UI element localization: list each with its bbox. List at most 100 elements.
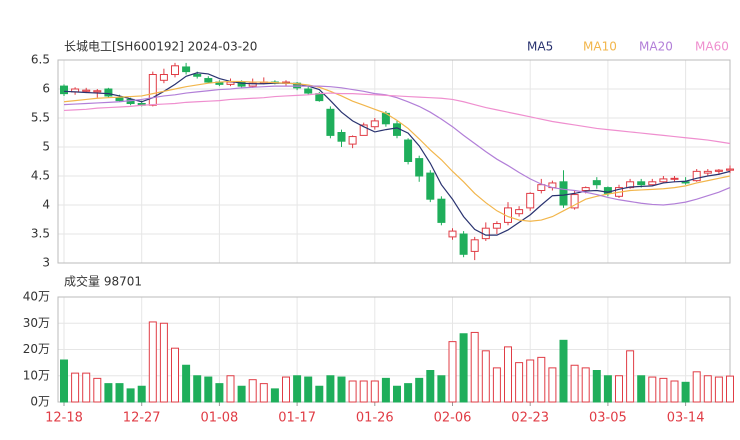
candle-body xyxy=(681,181,690,184)
candle-body xyxy=(448,230,457,238)
candle-body xyxy=(570,194,579,209)
y-tick-label: 6 xyxy=(42,82,50,96)
volume-bar xyxy=(359,380,368,403)
candle-body xyxy=(492,223,501,229)
candle-body xyxy=(581,187,590,192)
volume-bar xyxy=(603,375,612,403)
y-tick-label: 30万 xyxy=(23,316,50,330)
volume-bar xyxy=(326,375,335,403)
candle-body xyxy=(526,192,535,209)
volume-bar xyxy=(182,364,191,403)
candle-body xyxy=(592,180,601,186)
volume-bar xyxy=(237,385,246,403)
volume-bar xyxy=(82,372,91,403)
volume-bar xyxy=(337,376,346,403)
candle-body xyxy=(559,181,568,206)
x-tick-label: 01-26 xyxy=(356,411,394,426)
volume-bar xyxy=(171,347,179,403)
y-tick-label: 5 xyxy=(42,140,50,154)
x-tick-label: 02-06 xyxy=(434,411,472,426)
volume-bar xyxy=(537,356,546,403)
candle-body xyxy=(470,239,479,252)
x-tick-label: 03-14 xyxy=(667,411,705,426)
volume-bar xyxy=(515,362,524,403)
volume-bar xyxy=(148,321,157,403)
y-tick-label: 20万 xyxy=(23,342,50,356)
y-tick-label: 5.5 xyxy=(31,111,50,125)
candle-body xyxy=(659,178,668,183)
candle-body xyxy=(115,97,124,102)
y-tick-label: 40万 xyxy=(23,290,50,304)
volume-bar xyxy=(282,376,290,403)
volume-bar xyxy=(659,377,668,403)
candle-body xyxy=(82,89,91,92)
ma-line xyxy=(63,92,731,145)
volume-bar xyxy=(437,375,446,403)
volume-bar xyxy=(470,331,479,403)
candle-body xyxy=(648,181,657,186)
candle-body xyxy=(337,132,346,142)
volume-bar xyxy=(714,376,723,403)
candle-body xyxy=(60,85,68,95)
volume-bar xyxy=(126,388,135,403)
candle-body xyxy=(193,74,202,77)
volume-bar xyxy=(415,377,424,403)
volume-bar xyxy=(293,375,302,403)
volume-bar xyxy=(393,385,401,403)
volume-bar xyxy=(548,367,557,403)
candle-body xyxy=(359,124,368,136)
x-tick-label: 01-08 xyxy=(201,411,239,426)
legend-label: MA20 xyxy=(639,40,673,54)
volume-bar xyxy=(159,322,168,403)
x-tick-label: 12-18 xyxy=(45,411,83,426)
volume-bar xyxy=(93,377,102,403)
y-tick-label: 3 xyxy=(42,256,50,270)
volume-bar xyxy=(592,370,601,403)
volume-bar xyxy=(492,367,501,403)
candle-body xyxy=(326,108,335,136)
volume-bar xyxy=(570,364,579,403)
volume-bar xyxy=(426,370,435,403)
candle-body xyxy=(415,158,424,177)
volume-bar xyxy=(259,383,268,403)
volume-bar xyxy=(459,333,468,403)
volume-bar xyxy=(270,388,279,403)
volume-bar xyxy=(71,372,80,403)
y-tick-label: 10万 xyxy=(23,368,50,382)
ma-line xyxy=(63,85,731,206)
candle-body xyxy=(692,170,701,182)
chart-title: 长城电工[SH600192] 2024-03-20 xyxy=(64,40,257,54)
candle-body xyxy=(348,136,357,145)
candle-body xyxy=(104,88,113,97)
legend-label: MA10 xyxy=(583,40,617,54)
volume-bar xyxy=(226,375,235,403)
volume-bar xyxy=(481,350,490,403)
volume-bar xyxy=(448,341,457,403)
volume-bar xyxy=(315,385,324,403)
candle-body xyxy=(426,172,435,200)
x-tick-label: 12-27 xyxy=(123,411,161,426)
volume-bar xyxy=(648,376,657,403)
y-tick-label: 0万 xyxy=(30,395,50,409)
volume-bar xyxy=(137,385,146,403)
legend-label: MA60 xyxy=(695,40,729,54)
ma-line xyxy=(63,80,731,222)
candle-body xyxy=(437,198,446,223)
candle-body xyxy=(537,184,546,191)
y-tick-label: 6.5 xyxy=(31,53,50,67)
volume-bar xyxy=(504,346,512,403)
x-tick-label: 01-17 xyxy=(278,411,316,426)
volume-bar xyxy=(215,383,224,403)
ma-line xyxy=(63,72,731,236)
candle-body xyxy=(182,66,191,73)
candle-body xyxy=(148,74,157,106)
volume-bar xyxy=(626,350,635,403)
candle-body xyxy=(315,93,324,102)
candle-body xyxy=(459,233,468,255)
candle-body xyxy=(204,78,213,83)
volume-bar xyxy=(404,383,413,403)
y-tick-label: 4 xyxy=(42,198,50,212)
plot-frame xyxy=(57,59,731,264)
candle-body xyxy=(670,177,679,180)
candle-body xyxy=(370,120,379,128)
